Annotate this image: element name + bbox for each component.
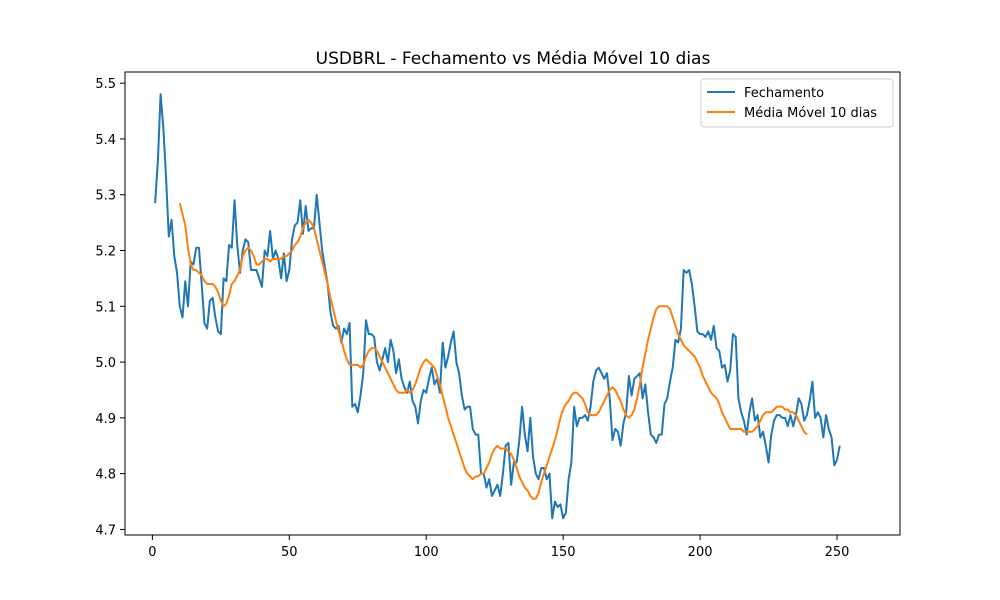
x-tick-label: 200 <box>688 545 713 560</box>
x-tick-label: 50 <box>281 545 298 560</box>
legend: Fechamento Média Móvel 10 dias <box>700 78 894 128</box>
y-tick-label: 5.1 <box>95 300 116 315</box>
y-tick-label: 5.3 <box>95 189 116 204</box>
plot-area <box>124 71 901 536</box>
y-tick-label: 5.0 <box>95 356 116 371</box>
y-tick-label: 4.9 <box>95 412 116 427</box>
chart-title: USDBRL - Fechamento vs Média Móvel 10 di… <box>316 49 711 69</box>
y-tick-label: 4.8 <box>95 468 116 483</box>
legend-label: Fechamento <box>744 86 824 101</box>
x-tick-label: 150 <box>551 545 576 560</box>
y-tick-label: 4.7 <box>95 523 116 538</box>
axis-ticks: 0 50 100 150 200 250 4.7 4.8 4.9 5.0 5.1 5.2 5.3 5.4 5… <box>95 77 849 560</box>
x-tick-label: 250 <box>825 545 850 560</box>
series-line-0 <box>154 93 841 520</box>
legend-frame <box>700 78 894 128</box>
legend-label: Média Móvel 10 dias <box>744 106 877 121</box>
series-line-1 <box>178 202 808 500</box>
y-tick-label: 5.5 <box>95 77 116 92</box>
series-lines <box>154 93 841 520</box>
y-tick-label: 5.4 <box>95 133 116 148</box>
x-tick-label: 100 <box>414 545 439 560</box>
y-tick-label: 5.2 <box>95 245 116 260</box>
x-tick-label: 0 <box>148 545 156 560</box>
